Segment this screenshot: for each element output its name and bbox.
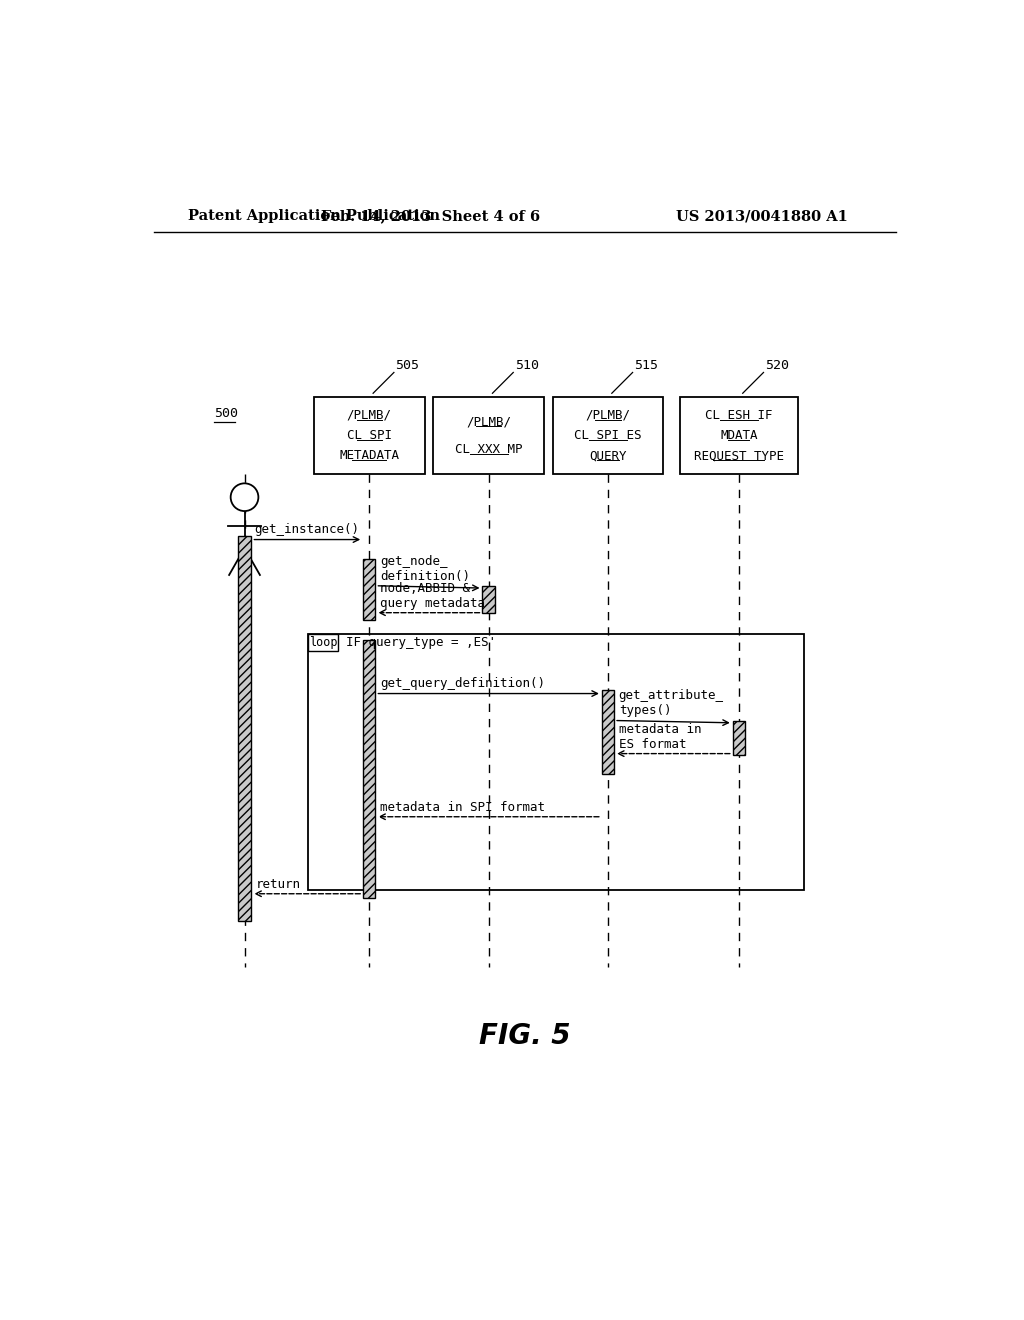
Bar [602, 689, 614, 775]
Bar [433, 397, 544, 474]
Bar [733, 721, 745, 755]
Text: QUERY: QUERY [589, 449, 627, 462]
Text: US 2013/0041880 A1: US 2013/0041880 A1 [676, 209, 848, 223]
Text: CL SPI: CL SPI [347, 429, 392, 442]
Text: 500: 500 [214, 407, 238, 420]
Bar [238, 536, 252, 921]
Text: get_instance(): get_instance() [254, 524, 358, 536]
Text: METADATA: METADATA [339, 449, 399, 462]
Text: metadata in SPI format: metadata in SPI format [380, 801, 545, 813]
Text: 520: 520 [765, 359, 790, 372]
Text: loop: loop [309, 636, 337, 649]
Text: node,ABBID &
query metadata: node,ABBID & query metadata [380, 582, 485, 610]
Text: return: return [255, 878, 300, 891]
Bar [307, 635, 339, 651]
Text: 515: 515 [634, 359, 658, 372]
Bar [680, 397, 798, 474]
Bar [482, 586, 495, 612]
Text: get_node_
definition(): get_node_ definition() [380, 554, 470, 582]
Text: /PLMB/: /PLMB/ [586, 409, 631, 422]
Text: CL SPI ES: CL SPI ES [574, 429, 642, 442]
Text: 510: 510 [515, 359, 539, 372]
Bar [364, 558, 376, 620]
Text: /PLMB/: /PLMB/ [347, 409, 392, 422]
Text: FIG. 5: FIG. 5 [479, 1022, 570, 1051]
Text: CL ESH IF: CL ESH IF [706, 409, 773, 422]
Text: /PLMB/: /PLMB/ [466, 416, 511, 429]
Text: CL XXX MP: CL XXX MP [455, 442, 522, 455]
Bar [307, 635, 804, 890]
Text: metadata in
ES format: metadata in ES format [618, 722, 701, 751]
Text: Patent Application Publication: Patent Application Publication [188, 209, 440, 223]
Bar [313, 397, 425, 474]
Text: 505: 505 [395, 359, 420, 372]
Text: Feb. 14, 2013  Sheet 4 of 6: Feb. 14, 2013 Sheet 4 of 6 [322, 209, 541, 223]
Bar [364, 640, 376, 898]
Circle shape [230, 483, 258, 511]
Text: REQUEST TYPE: REQUEST TYPE [694, 449, 783, 462]
Text: MDATA: MDATA [720, 429, 758, 442]
Text: get_attribute_
types(): get_attribute_ types() [618, 689, 724, 718]
Text: get_query_definition(): get_query_definition() [380, 677, 545, 690]
Text: IF query_type = ,ES': IF query_type = ,ES' [346, 636, 497, 649]
Bar [553, 397, 664, 474]
